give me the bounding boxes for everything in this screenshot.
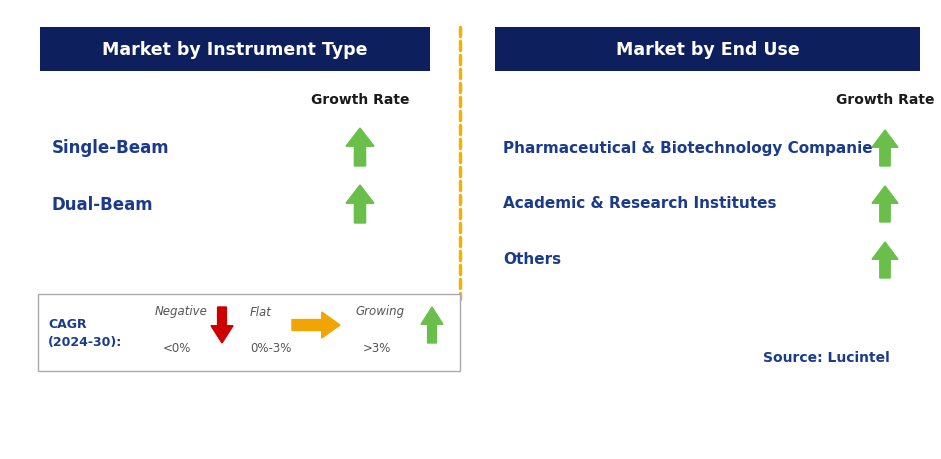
Polygon shape [421, 308, 443, 343]
Text: Negative: Negative [155, 305, 208, 318]
Polygon shape [346, 129, 374, 167]
Text: 0%-3%: 0%-3% [250, 342, 292, 355]
Polygon shape [872, 187, 898, 223]
Text: Growing: Growing [355, 305, 404, 318]
Text: Single-Beam: Single-Beam [52, 139, 169, 157]
Polygon shape [346, 185, 374, 224]
Text: Market by End Use: Market by End Use [615, 41, 799, 59]
Polygon shape [872, 131, 898, 167]
FancyBboxPatch shape [40, 28, 430, 72]
Text: >3%: >3% [363, 342, 391, 355]
Text: Dual-Beam: Dual-Beam [52, 196, 153, 213]
Text: Academic & Research Institutes: Academic & Research Institutes [503, 196, 776, 211]
Polygon shape [292, 312, 340, 338]
Text: Market by Instrument Type: Market by Instrument Type [103, 41, 368, 59]
Polygon shape [872, 242, 898, 279]
FancyBboxPatch shape [38, 294, 460, 371]
Text: Flat: Flat [250, 305, 272, 318]
Polygon shape [211, 308, 233, 343]
Text: Source: Lucintel: Source: Lucintel [763, 350, 890, 364]
Text: CAGR: CAGR [48, 317, 87, 330]
Text: Growth Rate: Growth Rate [836, 93, 934, 107]
Text: (2024-30):: (2024-30): [48, 335, 122, 348]
Text: Pharmaceutical & Biotechnology Companie: Pharmaceutical & Biotechnology Companie [503, 140, 872, 155]
Text: <0%: <0% [163, 342, 191, 355]
FancyBboxPatch shape [495, 28, 920, 72]
Text: Growth Rate: Growth Rate [311, 93, 409, 107]
Text: Others: Others [503, 252, 561, 267]
